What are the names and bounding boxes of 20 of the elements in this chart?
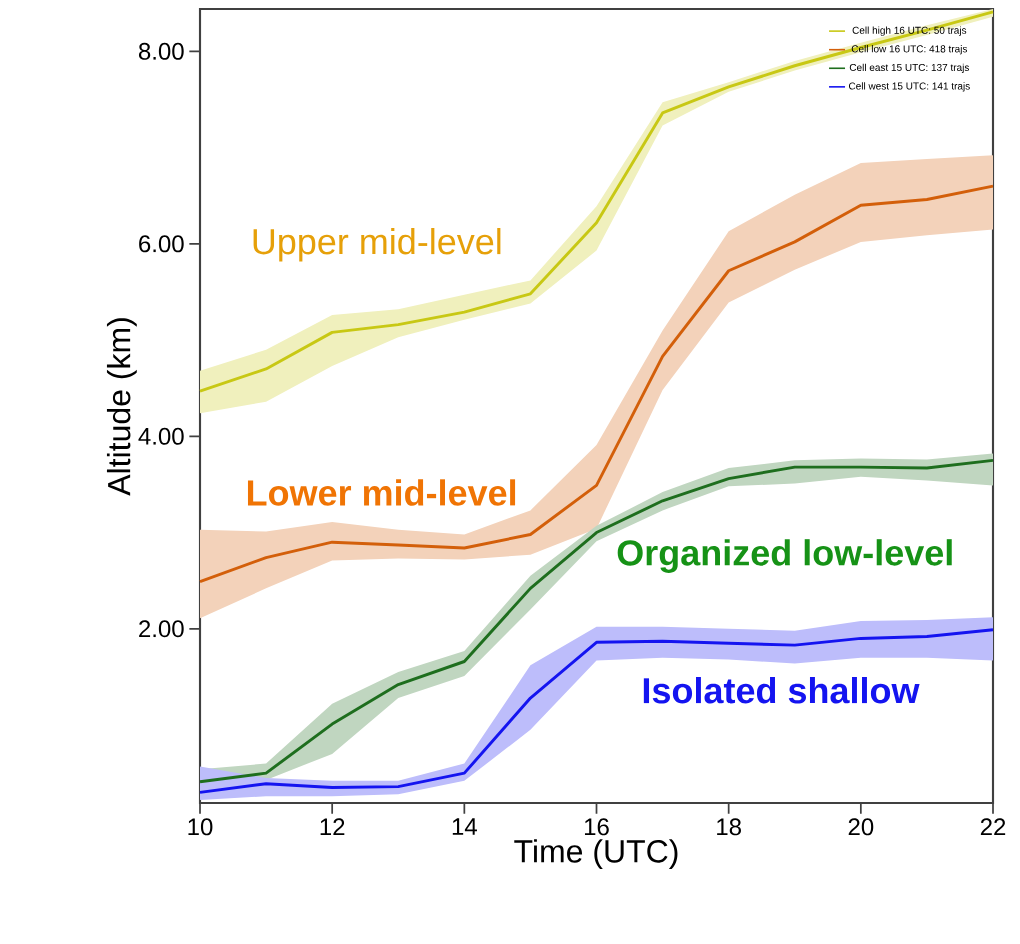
- legend-label: Cell low 16 UTC: 418 trajs: [851, 45, 968, 55]
- x-tick-label: 14: [452, 818, 477, 835]
- x-tick-label: 10: [188, 818, 213, 836]
- legend-label: Cell east 15 UTC: 137 trajs: [849, 63, 969, 73]
- y-axis-title: Altitude (km): [106, 318, 137, 496]
- x-tick-label: 18: [717, 818, 741, 836]
- x-tick-label: 22: [980, 818, 1006, 836]
- y-tick-label: 6.00: [139, 235, 184, 253]
- y-tick-label: 2.00: [139, 620, 184, 638]
- annotation: Isolated shallow: [643, 677, 920, 704]
- x-tick-label: 20: [848, 818, 874, 836]
- x-tick-label: 16: [584, 818, 609, 836]
- x-axis-title: Time (UTC): [514, 839, 678, 869]
- annotation: Organized low-level: [617, 539, 952, 573]
- annotation: Upper mid-level: [253, 228, 501, 262]
- annotation: Lower mid-level: [247, 479, 516, 506]
- y-tick-label: 8.00: [138, 42, 184, 60]
- y-tick-label: 4.00: [138, 427, 184, 445]
- x-tick-label: 12: [320, 818, 345, 836]
- legend-label: Cell west 15 UTC: 141 trajs: [849, 82, 970, 92]
